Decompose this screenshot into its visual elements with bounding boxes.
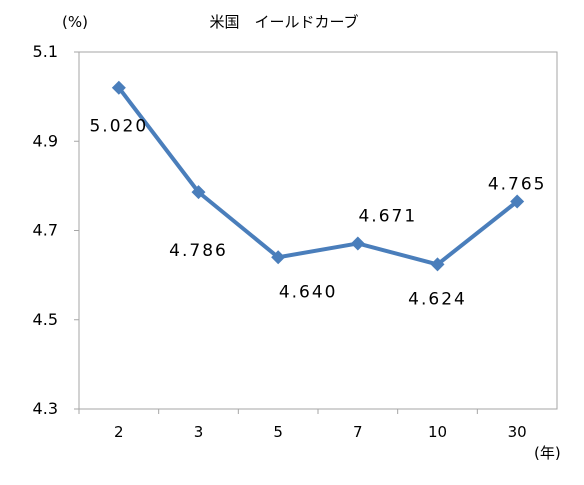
data-point-marker (271, 250, 286, 265)
data-label: 4.640 (279, 282, 338, 302)
x-tick-label: 2 (114, 423, 124, 441)
x-tick-label: 7 (353, 423, 363, 441)
y-axis-unit-label: (%) (62, 13, 88, 31)
data-point-marker (430, 257, 445, 272)
data-label: 4.765 (488, 174, 547, 194)
data-label: 4.786 (169, 241, 228, 261)
series-markers (111, 80, 525, 272)
data-point-marker (111, 80, 126, 95)
data-label: 4.624 (408, 289, 467, 309)
data-point-marker (510, 194, 525, 209)
x-tick-label: 30 (508, 423, 527, 441)
y-tick-label: 4.9 (33, 131, 58, 150)
plot-area-border (78, 51, 558, 410)
data-point-marker (350, 236, 365, 251)
chart-title: 米国 イールドカーブ (209, 13, 358, 31)
x-axis-ticks: 2 3 5 7 10 30 (78, 409, 527, 441)
data-point-marker (191, 185, 206, 200)
y-tick-label: 4.3 (33, 399, 58, 418)
data-label: 5.020 (89, 117, 148, 137)
x-tick-label: 10 (428, 423, 447, 441)
series-line (117, 86, 519, 267)
y-axis-ticks: 5.1 4.9 4.7 4.5 4.3 (33, 42, 79, 418)
x-tick-label: 3 (194, 423, 204, 441)
y-tick-label: 5.1 (33, 42, 58, 61)
data-label: 4.671 (358, 206, 417, 226)
x-axis-unit-label: (年) (534, 444, 561, 462)
data-labels: 5.020 4.786 4.640 4.671 4.624 4.765 (89, 117, 547, 310)
y-tick-label: 4.7 (33, 221, 58, 240)
series-line-group (117, 86, 519, 267)
x-tick-label: 5 (273, 423, 283, 441)
y-tick-label: 4.5 (33, 310, 58, 329)
